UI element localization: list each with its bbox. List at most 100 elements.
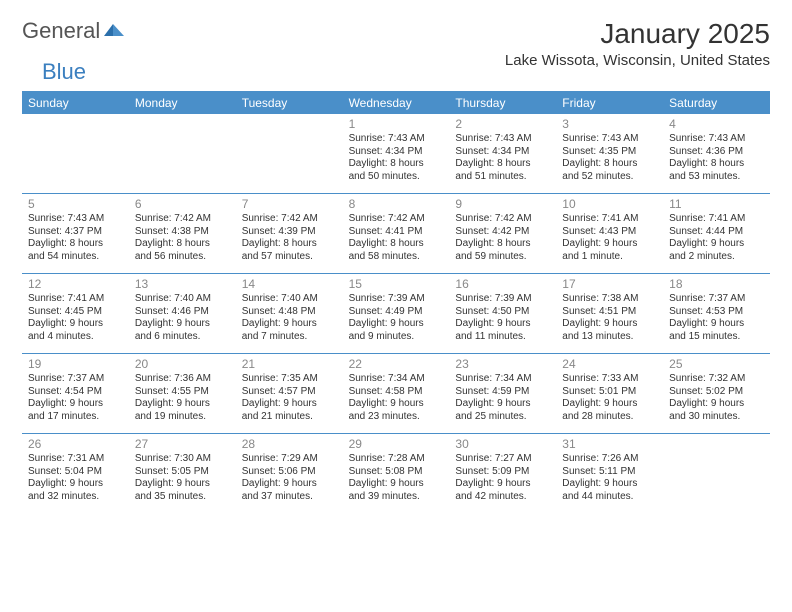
day-number: 27 — [135, 437, 230, 452]
day-cell — [236, 114, 343, 193]
day-number: 9 — [455, 197, 550, 212]
daylight-line-2: and 32 minutes. — [28, 491, 123, 504]
sunset-line: Sunset: 4:36 PM — [669, 146, 764, 159]
daylight-line-1: Daylight: 9 hours — [28, 398, 123, 411]
logo-text-blue: Blue — [42, 59, 86, 84]
sunset-line: Sunset: 4:44 PM — [669, 226, 764, 239]
daylight-line-2: and 9 minutes. — [349, 331, 444, 344]
daylight-line-2: and 37 minutes. — [242, 491, 337, 504]
month-title: January 2025 — [505, 18, 770, 50]
day-number: 23 — [455, 357, 550, 372]
day-cell: 26Sunrise: 7:31 AMSunset: 5:04 PMDayligh… — [22, 434, 129, 513]
daylight-line-2: and 39 minutes. — [349, 491, 444, 504]
day-cell: 27Sunrise: 7:30 AMSunset: 5:05 PMDayligh… — [129, 434, 236, 513]
daylight-line-2: and 21 minutes. — [242, 411, 337, 424]
daylight-line-2: and 25 minutes. — [455, 411, 550, 424]
sunset-line: Sunset: 4:43 PM — [562, 226, 657, 239]
sunset-line: Sunset: 4:48 PM — [242, 306, 337, 319]
sunset-line: Sunset: 4:49 PM — [349, 306, 444, 319]
day-number: 28 — [242, 437, 337, 452]
daylight-line-1: Daylight: 9 hours — [669, 398, 764, 411]
sunrise-line: Sunrise: 7:40 AM — [242, 293, 337, 306]
sunrise-line: Sunrise: 7:42 AM — [349, 213, 444, 226]
daylight-line-1: Daylight: 9 hours — [349, 398, 444, 411]
day-number: 18 — [669, 277, 764, 292]
day-cell: 5Sunrise: 7:43 AMSunset: 4:37 PMDaylight… — [22, 194, 129, 273]
day-cell: 18Sunrise: 7:37 AMSunset: 4:53 PMDayligh… — [663, 274, 770, 353]
day-cell: 17Sunrise: 7:38 AMSunset: 4:51 PMDayligh… — [556, 274, 663, 353]
sunset-line: Sunset: 5:06 PM — [242, 466, 337, 479]
day-cell: 24Sunrise: 7:33 AMSunset: 5:01 PMDayligh… — [556, 354, 663, 433]
day-number: 8 — [349, 197, 444, 212]
day-number: 29 — [349, 437, 444, 452]
daylight-line-1: Daylight: 9 hours — [135, 318, 230, 331]
day-number: 2 — [455, 117, 550, 132]
sunrise-line: Sunrise: 7:27 AM — [455, 453, 550, 466]
day-cell: 8Sunrise: 7:42 AMSunset: 4:41 PMDaylight… — [343, 194, 450, 273]
day-number: 15 — [349, 277, 444, 292]
daylight-line-1: Daylight: 9 hours — [455, 318, 550, 331]
sunrise-line: Sunrise: 7:43 AM — [562, 133, 657, 146]
day-cell: 12Sunrise: 7:41 AMSunset: 4:45 PMDayligh… — [22, 274, 129, 353]
day-number: 10 — [562, 197, 657, 212]
daylight-line-1: Daylight: 9 hours — [349, 318, 444, 331]
week-row: 12Sunrise: 7:41 AMSunset: 4:45 PMDayligh… — [22, 274, 770, 353]
sunset-line: Sunset: 4:41 PM — [349, 226, 444, 239]
day-cell: 30Sunrise: 7:27 AMSunset: 5:09 PMDayligh… — [449, 434, 556, 513]
sunset-line: Sunset: 4:34 PM — [455, 146, 550, 159]
day-cell: 29Sunrise: 7:28 AMSunset: 5:08 PMDayligh… — [343, 434, 450, 513]
sunrise-line: Sunrise: 7:29 AM — [242, 453, 337, 466]
header-wednesday: Wednesday — [343, 92, 450, 114]
day-cell: 21Sunrise: 7:35 AMSunset: 4:57 PMDayligh… — [236, 354, 343, 433]
daylight-line-1: Daylight: 9 hours — [562, 398, 657, 411]
sunrise-line: Sunrise: 7:43 AM — [669, 133, 764, 146]
week-row: 1Sunrise: 7:43 AMSunset: 4:34 PMDaylight… — [22, 114, 770, 193]
day-number: 20 — [135, 357, 230, 372]
sunrise-line: Sunrise: 7:34 AM — [455, 373, 550, 386]
daylight-line-1: Daylight: 8 hours — [669, 158, 764, 171]
sunset-line: Sunset: 4:34 PM — [349, 146, 444, 159]
sunset-line: Sunset: 5:01 PM — [562, 386, 657, 399]
daylight-line-1: Daylight: 8 hours — [562, 158, 657, 171]
sunrise-line: Sunrise: 7:36 AM — [135, 373, 230, 386]
day-cell: 1Sunrise: 7:43 AMSunset: 4:34 PMDaylight… — [343, 114, 450, 193]
day-cell: 16Sunrise: 7:39 AMSunset: 4:50 PMDayligh… — [449, 274, 556, 353]
title-block: January 2025 Lake Wissota, Wisconsin, Un… — [505, 18, 770, 69]
daylight-line-1: Daylight: 9 hours — [135, 398, 230, 411]
sunset-line: Sunset: 4:42 PM — [455, 226, 550, 239]
day-cell: 3Sunrise: 7:43 AMSunset: 4:35 PMDaylight… — [556, 114, 663, 193]
sunset-line: Sunset: 4:46 PM — [135, 306, 230, 319]
daylight-line-2: and 51 minutes. — [455, 171, 550, 184]
sunrise-line: Sunrise: 7:40 AM — [135, 293, 230, 306]
sunset-line: Sunset: 5:11 PM — [562, 466, 657, 479]
sunrise-line: Sunrise: 7:28 AM — [349, 453, 444, 466]
day-number: 7 — [242, 197, 337, 212]
daylight-line-1: Daylight: 9 hours — [28, 478, 123, 491]
daylight-line-1: Daylight: 8 hours — [135, 238, 230, 251]
sunset-line: Sunset: 4:55 PM — [135, 386, 230, 399]
sunset-line: Sunset: 4:59 PM — [455, 386, 550, 399]
daylight-line-2: and 4 minutes. — [28, 331, 123, 344]
sunrise-line: Sunrise: 7:42 AM — [135, 213, 230, 226]
sunrise-line: Sunrise: 7:41 AM — [28, 293, 123, 306]
day-number: 6 — [135, 197, 230, 212]
daylight-line-2: and 58 minutes. — [349, 251, 444, 264]
daylight-line-2: and 19 minutes. — [135, 411, 230, 424]
day-cell: 9Sunrise: 7:42 AMSunset: 4:42 PMDaylight… — [449, 194, 556, 273]
daylight-line-2: and 15 minutes. — [669, 331, 764, 344]
sunset-line: Sunset: 4:38 PM — [135, 226, 230, 239]
day-number: 3 — [562, 117, 657, 132]
day-number: 24 — [562, 357, 657, 372]
weekday-header: Sunday Monday Tuesday Wednesday Thursday… — [22, 92, 770, 114]
daylight-line-1: Daylight: 9 hours — [455, 398, 550, 411]
day-number: 11 — [669, 197, 764, 212]
week-row: 5Sunrise: 7:43 AMSunset: 4:37 PMDaylight… — [22, 194, 770, 273]
daylight-line-2: and 50 minutes. — [349, 171, 444, 184]
sunset-line: Sunset: 4:35 PM — [562, 146, 657, 159]
day-cell: 6Sunrise: 7:42 AMSunset: 4:38 PMDaylight… — [129, 194, 236, 273]
daylight-line-1: Daylight: 9 hours — [242, 478, 337, 491]
day-cell: 14Sunrise: 7:40 AMSunset: 4:48 PMDayligh… — [236, 274, 343, 353]
day-number: 21 — [242, 357, 337, 372]
daylight-line-2: and 6 minutes. — [135, 331, 230, 344]
daylight-line-2: and 42 minutes. — [455, 491, 550, 504]
